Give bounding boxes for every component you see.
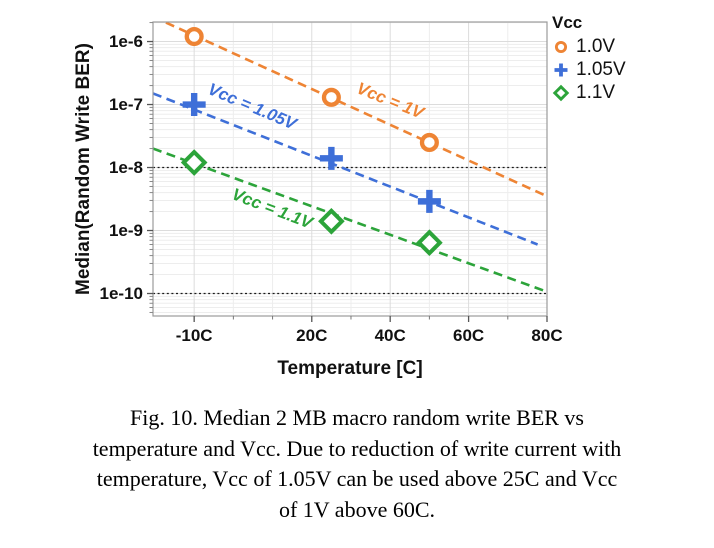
- x-tick-label: 80C: [531, 326, 563, 345]
- y-tick-label: 1e-6: [108, 31, 143, 51]
- caption-line: temperature and Vcc. Due to reduction of…: [92, 435, 622, 461]
- y-tick-label: 1e-7: [108, 94, 143, 114]
- x-tick-label: 60C: [452, 326, 485, 345]
- caption-line: temperature, Vcc of 1.05V can be used ab…: [96, 466, 618, 491]
- legend-item-1-05v: 1.05V: [552, 59, 626, 80]
- circle-marker-icon: [554, 40, 568, 54]
- diamond-marker-icon: [552, 84, 570, 102]
- legend-label: 1.0V: [576, 36, 616, 57]
- caption-line: Fig. 10. Median 2 MB macro random write …: [129, 405, 584, 430]
- legend-label: 1.05V: [576, 59, 626, 80]
- y-tick-label: 1e-8: [108, 157, 143, 177]
- y-tick-label: 1e-9: [108, 220, 143, 240]
- x-tick-label: 40C: [374, 326, 406, 345]
- figure-caption: Fig. 10. Median 2 MB macro random write …: [0, 403, 714, 525]
- legend-title: Vcc: [552, 13, 583, 32]
- caption-line: of 1V above 60C.: [278, 496, 436, 522]
- x-tick-label: -10C: [175, 326, 213, 345]
- legend-label: 1.1V: [576, 82, 616, 103]
- plus-marker-icon: [554, 63, 568, 77]
- plot-canvas: [147, 21, 548, 322]
- x-axis-title: Temperature [C]: [277, 358, 423, 379]
- ber-vs-temperature-chart: Median(Random Write BER) Temperature [C]…: [73, 13, 626, 379]
- x-tick-label: 20C: [296, 326, 328, 345]
- legend: Vcc 1.0V 1.05V 1.1V: [552, 13, 626, 103]
- legend-item-1-1v: 1.1V: [552, 82, 626, 103]
- y-tick-label: 1e-10: [99, 283, 143, 303]
- legend-item-1-0v: 1.0V: [552, 36, 626, 57]
